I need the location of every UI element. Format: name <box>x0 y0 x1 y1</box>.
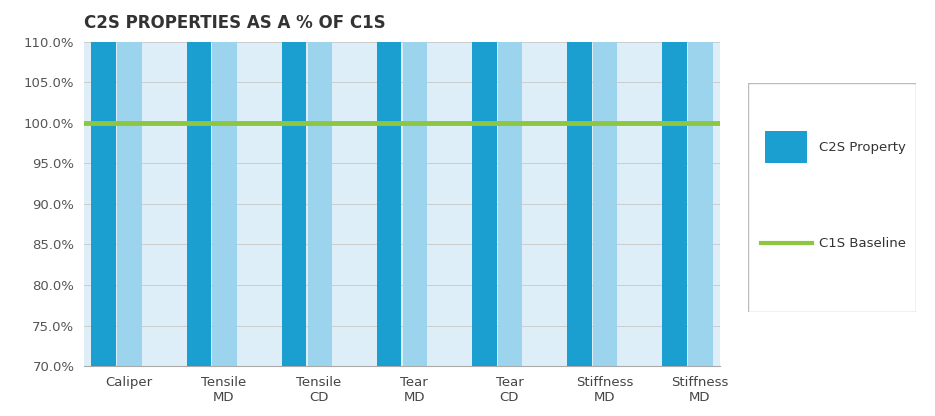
Bar <box>497 0 523 366</box>
Bar <box>593 0 617 366</box>
Text: C2S PROPERTIES AS A % OF C1S: C2S PROPERTIES AS A % OF C1S <box>84 14 386 32</box>
Bar <box>688 0 712 366</box>
Bar <box>403 0 427 366</box>
Bar <box>187 0 211 366</box>
FancyBboxPatch shape <box>765 131 807 163</box>
Bar <box>92 0 116 366</box>
Bar <box>281 0 307 366</box>
Bar <box>663 0 687 366</box>
Bar <box>472 0 496 366</box>
Bar <box>377 0 401 366</box>
Text: C2S Property: C2S Property <box>819 141 906 154</box>
Bar <box>212 0 237 366</box>
Bar <box>308 0 332 366</box>
FancyBboxPatch shape <box>748 83 916 312</box>
Bar <box>117 0 141 366</box>
Bar <box>568 0 592 366</box>
Text: C1S Baseline: C1S Baseline <box>819 237 906 250</box>
